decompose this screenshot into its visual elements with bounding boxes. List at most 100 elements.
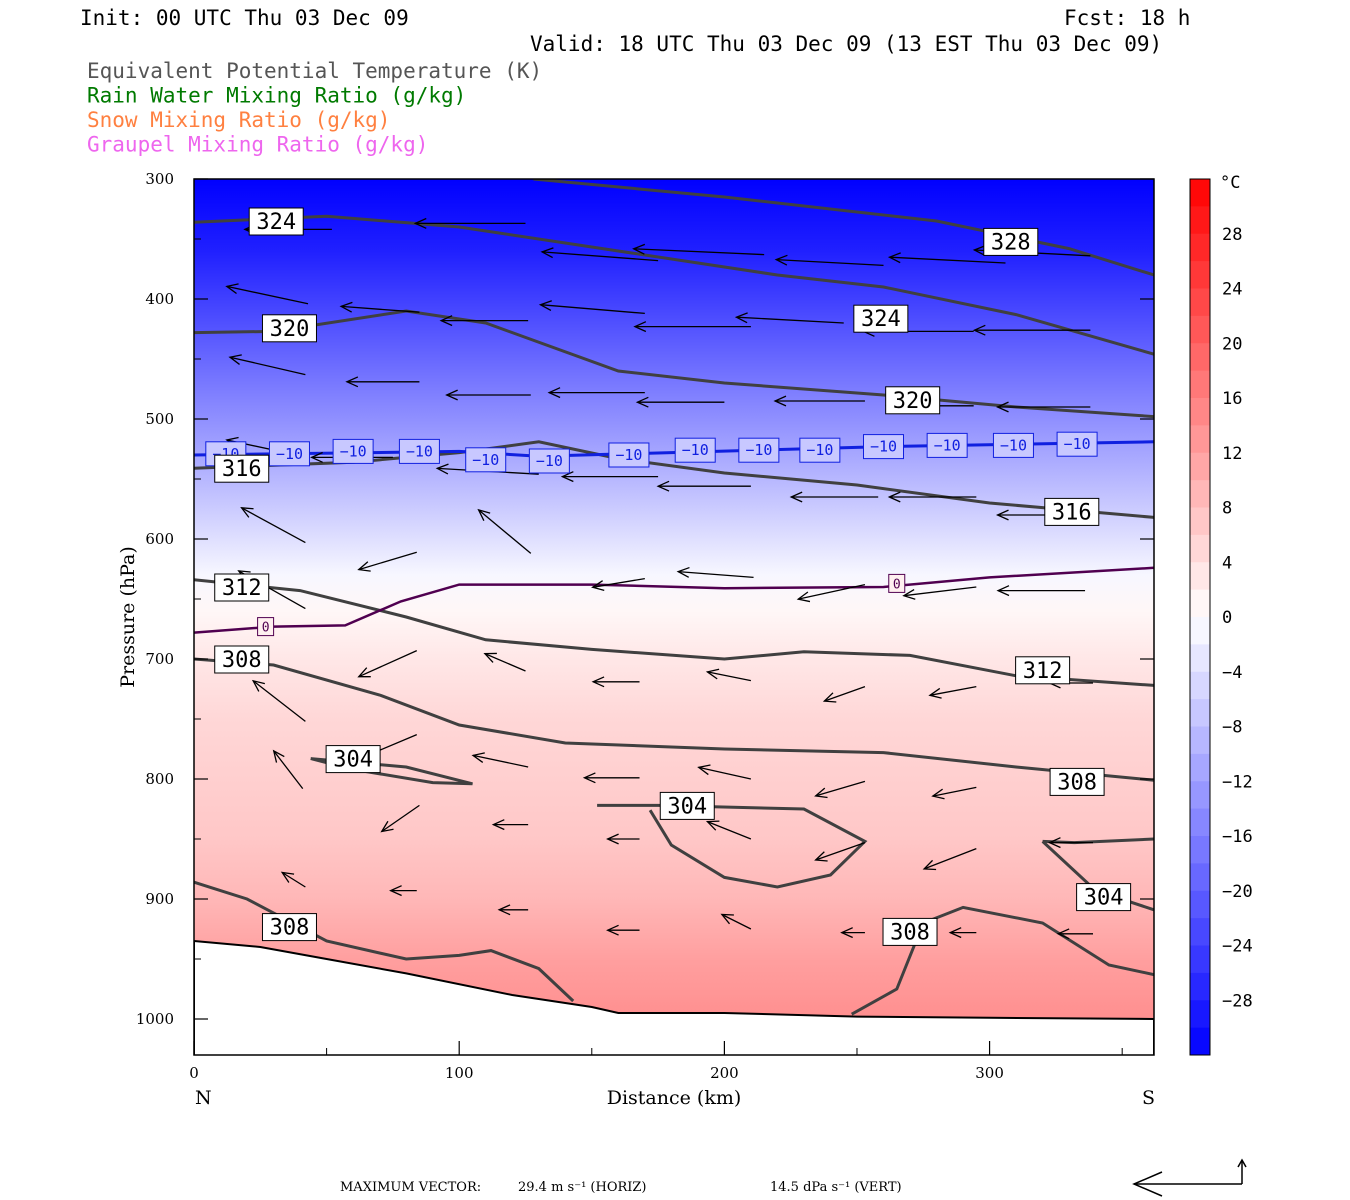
theta-e-label: 320 xyxy=(885,386,941,415)
wind-vector xyxy=(497,904,529,916)
legend-item: Rain Water Mixing Ratio (g/kg) xyxy=(87,84,466,108)
init-time: Init: 00 UTC Thu 03 Dec 09 xyxy=(80,6,409,30)
colorbar-swatch xyxy=(1190,261,1210,289)
wind-vector xyxy=(272,749,304,789)
colorbar-frame xyxy=(1189,178,1211,1056)
svg-text:−10: −10 xyxy=(934,436,961,454)
svg-text:320: 320 xyxy=(893,389,933,414)
isotherm-label: −10 xyxy=(863,434,905,460)
theta-e-label: 316 xyxy=(1044,497,1100,526)
colorbar-tick-label: −28 xyxy=(1222,991,1253,1011)
svg-text:308: 308 xyxy=(222,648,262,673)
y-tick-label: 600 xyxy=(145,530,174,548)
colorbar-swatch xyxy=(1190,288,1210,317)
plot-area: −10 −10 −10 −10 −10 −10 −10 −10 −10 −10 −10 −10 −10−… xyxy=(193,178,1155,1056)
colorbar-swatch xyxy=(1190,726,1210,755)
temperature-shading xyxy=(194,179,1154,1055)
svg-text:308: 308 xyxy=(1057,770,1097,795)
wind-vector xyxy=(240,507,306,544)
colorbar-swatch xyxy=(1190,452,1210,481)
isotherm-label: −10 xyxy=(992,432,1034,458)
svg-text:304: 304 xyxy=(667,794,707,819)
wind-vector xyxy=(705,668,752,682)
colorbar-swatch xyxy=(1190,315,1210,344)
theta-e-contour xyxy=(194,880,575,1003)
isotherm-label: −10 xyxy=(398,438,440,464)
wind-vector xyxy=(491,819,529,831)
isotherm-label: −10 xyxy=(738,437,780,463)
wind-vector xyxy=(1056,928,1094,940)
colorbar-tick-label: 20 xyxy=(1222,334,1242,354)
wind-vector xyxy=(389,885,417,897)
colorbar-swatch xyxy=(1190,808,1210,837)
colorbar-swatch xyxy=(1190,562,1210,591)
colorbar-tick-label: 24 xyxy=(1222,280,1242,300)
wind-vector xyxy=(995,401,1091,413)
theta-e-label: 304 xyxy=(1076,883,1132,912)
wind-vector xyxy=(928,685,977,699)
y-tick-label: 800 xyxy=(145,770,174,788)
x-tick-label: 100 xyxy=(445,1064,474,1082)
isotherm-label: −10 xyxy=(332,438,374,464)
wind-vector xyxy=(676,566,754,579)
colorbar-tick-label: −12 xyxy=(1222,772,1253,792)
colorbar-tick-label: −20 xyxy=(1222,882,1253,902)
freezing-level-isotherm xyxy=(194,566,1154,634)
svg-text:324: 324 xyxy=(861,307,901,332)
wind-vector xyxy=(656,480,751,492)
svg-text:308: 308 xyxy=(270,916,310,941)
theta-e-label: 308 xyxy=(1049,767,1105,796)
colorbar-swatch xyxy=(1190,945,1210,974)
svg-text:−10: −10 xyxy=(615,446,642,464)
wind-vector xyxy=(814,780,866,799)
colorbar-unit: °C xyxy=(1220,173,1240,193)
svg-text:−10: −10 xyxy=(1064,435,1091,453)
svg-text:0: 0 xyxy=(893,577,901,592)
theta-e-contour xyxy=(194,657,1154,782)
south-label: S xyxy=(1142,1087,1155,1109)
wind-vector xyxy=(887,252,1006,264)
colorbar-swatch xyxy=(1190,370,1210,399)
svg-text:−10: −10 xyxy=(806,441,833,459)
svg-text:−10: −10 xyxy=(1000,436,1027,454)
max-vert-vector: 14.5 dPa s⁻¹ (VERT) xyxy=(770,1180,902,1195)
wind-vector xyxy=(477,508,532,554)
wind-vector xyxy=(439,315,529,327)
theta-e-contour xyxy=(194,214,1154,356)
svg-text:−10: −10 xyxy=(406,442,433,460)
svg-text:304: 304 xyxy=(333,748,373,773)
wind-vector xyxy=(483,652,526,672)
wind-vector xyxy=(606,833,640,845)
wind-vector xyxy=(413,217,526,229)
svg-text:−10: −10 xyxy=(536,452,563,470)
svg-text:−10: −10 xyxy=(870,438,897,456)
colorbar-swatch xyxy=(1190,753,1210,782)
wind-vector xyxy=(538,300,645,315)
colorbar-tick-label: −16 xyxy=(1222,827,1253,847)
wind-vector xyxy=(796,583,866,603)
wind-vector xyxy=(582,772,640,784)
wind-vector xyxy=(822,685,866,703)
y-tick-label: 900 xyxy=(145,890,174,908)
x-tick-label: 0 xyxy=(189,1064,199,1082)
colorbar-swatch xyxy=(1190,671,1210,700)
isotherm-label: −10 xyxy=(528,448,570,474)
svg-text:−10: −10 xyxy=(340,442,367,460)
wind-vector xyxy=(996,585,1086,597)
colorbar-tick-label: 12 xyxy=(1222,444,1242,464)
isotherm-label: −10 xyxy=(268,441,310,467)
isotherm-label: −10 xyxy=(674,437,716,463)
wind-vector xyxy=(697,764,752,780)
wind-vector xyxy=(591,676,640,688)
plot-frame xyxy=(193,178,1155,1056)
isotherm-label: −10 xyxy=(799,437,841,463)
colorbar-swatch xyxy=(1190,836,1210,864)
wind-vector xyxy=(345,376,420,388)
wind-vector xyxy=(540,247,659,262)
theta-e-label: 308 xyxy=(261,913,317,942)
theta-e-label: 316 xyxy=(214,454,270,483)
colorbar-swatch xyxy=(1190,781,1210,810)
wind-vector xyxy=(445,389,531,401)
colorbar-tick-label: 4 xyxy=(1222,553,1232,573)
